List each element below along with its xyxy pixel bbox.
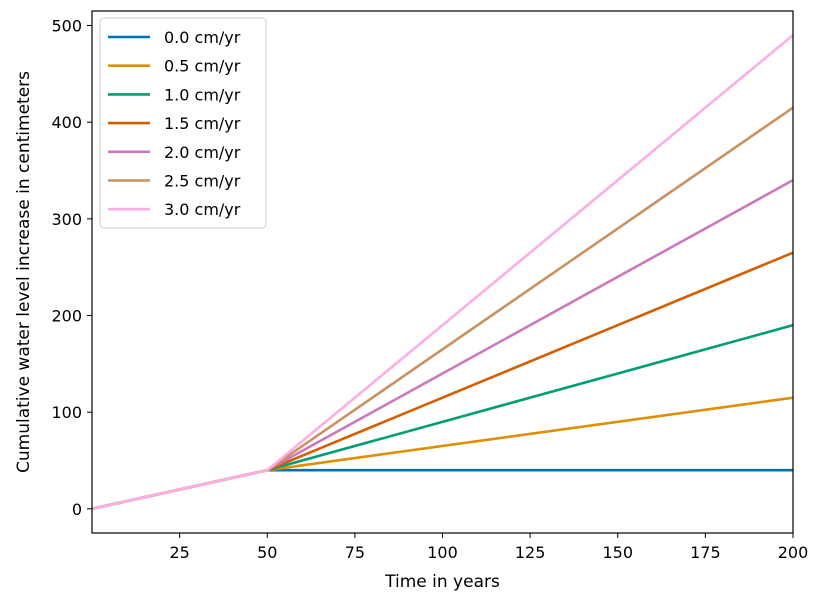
series-line-0 xyxy=(91,468,793,511)
y-axis-label: Cumulative water level increase in centi… xyxy=(14,71,34,473)
legend-label: 2.5 cm/yr xyxy=(164,172,241,191)
x-axis-ticks: 25 50 75 100 125 150 175 200 xyxy=(169,533,808,562)
y-tick-label: 0 xyxy=(72,500,82,519)
x-tick-label: 75 xyxy=(345,543,365,562)
x-tick-label: 200 xyxy=(778,543,809,562)
legend: 0.0 cm/yr 0.5 cm/yr 1.0 cm/yr 1.5 cm/yr 2.0 … xyxy=(99,17,267,229)
legend-box xyxy=(99,17,267,229)
y-tick-label: 400 xyxy=(51,113,82,132)
series-line-2 xyxy=(91,323,794,511)
series-line-6 xyxy=(91,34,794,511)
y-tick-label: 100 xyxy=(51,403,82,422)
x-tick-label: 125 xyxy=(515,543,546,562)
x-tick-label: 50 xyxy=(257,543,277,562)
x-tick-label: 25 xyxy=(169,543,189,562)
y-tick-label: 200 xyxy=(51,307,82,326)
series-layer xyxy=(91,34,794,511)
y-tick-label: 300 xyxy=(51,210,82,229)
x-tick-label: 100 xyxy=(427,543,458,562)
x-tick-label: 150 xyxy=(602,543,633,562)
x-tick-label: 175 xyxy=(690,543,721,562)
legend-label: 0.0 cm/yr xyxy=(164,28,241,47)
legend-label: 1.0 cm/yr xyxy=(164,85,241,104)
x-axis-label: Time in years xyxy=(384,572,500,592)
series-line-1 xyxy=(91,396,794,511)
y-axis-ticks: 0 100 200 300 400 500 xyxy=(51,17,92,519)
legend-label: 3.0 cm/yr xyxy=(164,200,241,219)
legend-label: 1.5 cm/yr xyxy=(164,114,241,133)
legend-label: 2.0 cm/yr xyxy=(164,143,241,162)
series-line-4 xyxy=(91,179,794,511)
legend-label: 0.5 cm/yr xyxy=(164,57,241,76)
y-tick-label: 500 xyxy=(51,17,82,36)
